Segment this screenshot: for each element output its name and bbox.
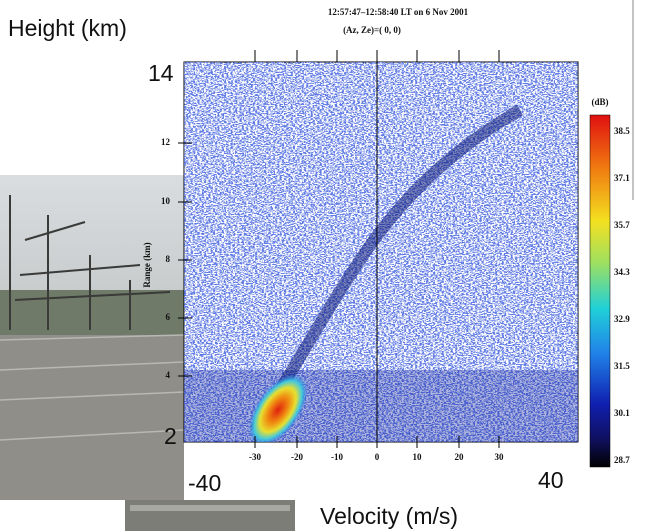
x-tick-label: 0 [375, 452, 380, 462]
y-axis-label: Range (km) [142, 242, 152, 287]
colorbar-tick-label: 35.7 [614, 220, 630, 230]
colorbar-tick-label: 31.5 [614, 361, 630, 371]
y-tick-label: 10 [161, 196, 171, 206]
x-tick-label: -20 [291, 452, 303, 462]
y-tick-label: 6 [166, 312, 171, 322]
antenna-photo [0, 175, 295, 531]
overlay-x-right: 40 [538, 467, 564, 493]
overlay-y-bottom: 2 [164, 423, 177, 449]
y-tick-label: 8 [166, 254, 171, 264]
plot-subtitle: (Az, Ze)=( 0, 0) [343, 25, 401, 35]
colorbar-unit: (dB) [591, 97, 608, 107]
plot-title: 12:57:47–12:58:40 LT on 6 Nov 2001 [328, 7, 469, 17]
colorbar-tick-label: 38.5 [614, 126, 630, 136]
x-tick-label: 10 [413, 452, 423, 462]
colorbar-tick-label: 32.9 [614, 314, 630, 324]
overlay-x-left: -40 [188, 470, 221, 496]
overlay-x-label: Velocity (m/s) [320, 503, 458, 529]
y-tick-label: 4 [166, 370, 171, 380]
x-tick-label: -10 [331, 452, 343, 462]
y-tick-label: 12 [161, 137, 171, 147]
x-tick-label: 30 [495, 452, 505, 462]
colorbar-tick-label: 28.7 [614, 455, 630, 465]
colorbar-tick-label: 30.1 [614, 408, 630, 418]
colorbar-tick-label: 34.3 [614, 267, 630, 277]
spectrum-plot [183, 0, 634, 468]
overlay-y-label: Height (km) [8, 15, 127, 41]
colorbar-tick-label: 37.1 [614, 173, 630, 183]
overlay-y-top: 14 [148, 60, 174, 86]
x-tick-label: 20 [455, 452, 465, 462]
x-tick-label: -30 [249, 452, 261, 462]
